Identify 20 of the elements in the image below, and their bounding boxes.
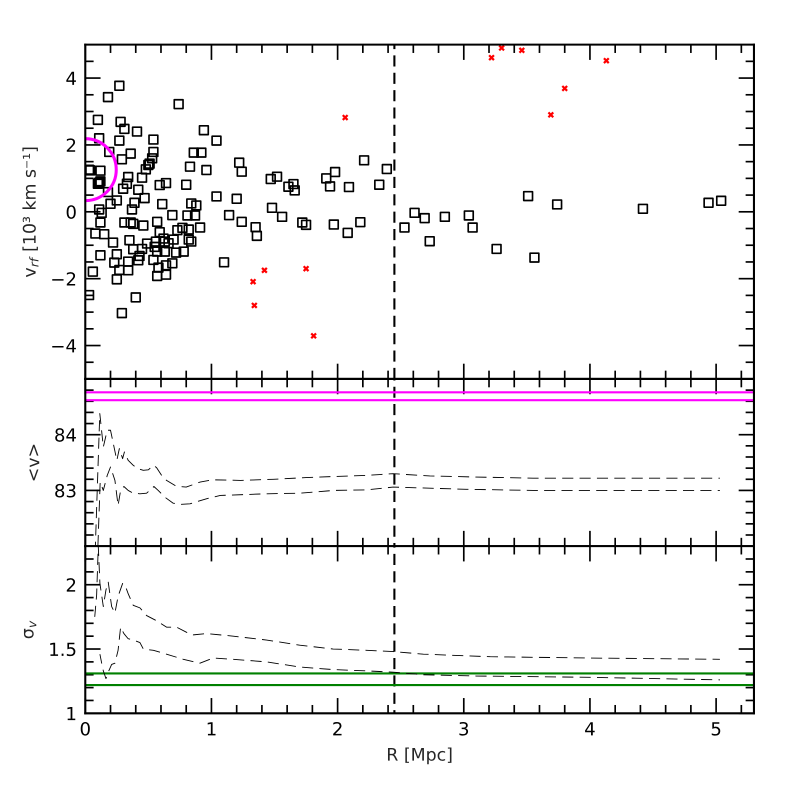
x-tick-label: 2	[333, 722, 342, 736]
y-axis-title: <v>	[29, 444, 40, 480]
x-tick-label: 1	[208, 722, 216, 736]
y-tick-label: 83	[55, 484, 76, 498]
y-tick-label: −4	[52, 339, 76, 352]
y-tick-label: 1	[67, 707, 76, 720]
y-tick-label: −2	[52, 272, 76, 286]
x-axis-title: R [Mpc]	[388, 747, 452, 764]
y-tick-label: 84	[55, 428, 76, 442]
y-tick-label: 2	[66, 578, 76, 592]
x-tick-label: 5	[712, 722, 720, 736]
y-tick-label: 2	[66, 138, 76, 152]
y-axis-title: σ$_{v}$	[24, 620, 36, 638]
y-tick-label: 1.5	[50, 642, 76, 656]
y-axis-title: v$_{rf}$ [10³ km s⁻¹]	[22, 148, 38, 278]
x-tick-label: 4	[585, 722, 595, 736]
x-tick-label: 3	[459, 722, 468, 736]
x-tick-label: 0	[80, 722, 90, 736]
y-tick-label: 0	[66, 205, 76, 219]
y-tick-label: 4	[66, 72, 76, 85]
